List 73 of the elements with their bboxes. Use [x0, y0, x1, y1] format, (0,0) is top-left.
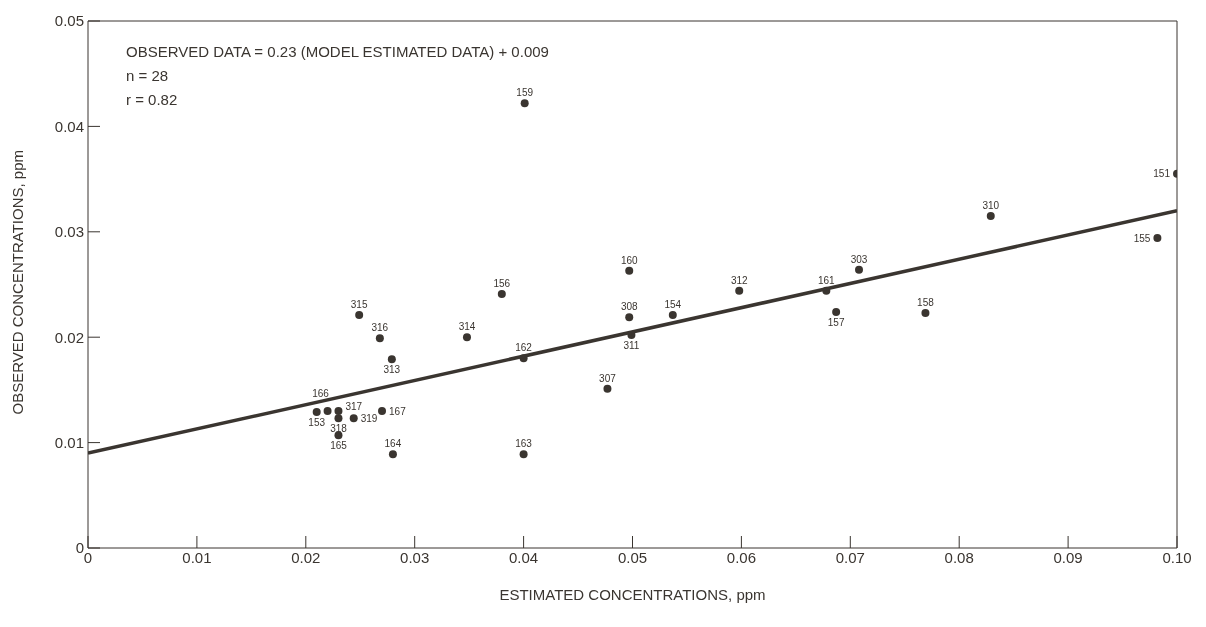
annotation: 163 [515, 438, 533, 450]
annotation: 310 [982, 199, 1000, 211]
annotation: 158 [917, 296, 935, 308]
annotation: 151 [1153, 168, 1171, 180]
point [832, 307, 841, 316]
annotation: 313 [383, 364, 401, 376]
annotation: 154 [664, 299, 682, 311]
x-tick-label: 0.07 [835, 548, 865, 566]
point [355, 311, 364, 320]
point [855, 265, 864, 274]
x-tick-label: 0.05 [617, 548, 648, 566]
annotation: 167 [389, 405, 407, 417]
point [387, 355, 396, 364]
point [334, 414, 343, 423]
annotation: 153 [308, 417, 326, 429]
annotation: 160 [620, 254, 639, 266]
y-tick-label: 0.02 [54, 328, 84, 346]
annotation: 307 [599, 372, 617, 384]
y-tick-label: 0.01 [54, 433, 84, 451]
annotation: 319 [360, 412, 378, 424]
point [375, 334, 384, 343]
annotation: 318 [330, 423, 348, 435]
x-axis-title: ESTIMATED CONCENTRATIONS, ppm [499, 586, 766, 603]
x-tick-label: 0.04 [509, 548, 539, 566]
annotation: 317 [345, 400, 363, 412]
point [323, 406, 332, 415]
point [462, 333, 471, 342]
annotation: 155 [1133, 232, 1151, 244]
point [388, 450, 397, 459]
annotation: 312 [730, 274, 748, 286]
point [625, 313, 634, 322]
point [519, 450, 528, 459]
x-tick-label: 0.01 [182, 548, 212, 566]
x-tick-label: 0.10 [1162, 548, 1192, 566]
point [497, 289, 506, 298]
point [378, 406, 387, 415]
point [603, 384, 612, 393]
x-tick-label: 0.02 [291, 548, 321, 566]
annotation: 165 [330, 440, 348, 452]
annotation: 161 [818, 274, 836, 286]
x-tick-label: 0.09 [1053, 548, 1083, 566]
point [921, 308, 930, 317]
annotation: 162 [515, 342, 533, 354]
point [1153, 234, 1162, 243]
y-tick-label: 0.03 [54, 223, 84, 241]
x-tick-label: 0.06 [726, 548, 756, 566]
annotation: n = 28 [126, 66, 170, 86]
point [625, 266, 634, 275]
point [735, 286, 744, 295]
annotation: r = 0.82 [126, 91, 178, 108]
y-tick-label: 0.04 [54, 117, 84, 135]
point [334, 406, 343, 415]
annotation: 316 [371, 322, 389, 334]
annotation: 164 [384, 438, 402, 450]
annotation: 166 [312, 387, 330, 399]
point [349, 414, 358, 423]
annotation: 159 [516, 87, 534, 99]
x-tick-label: 0.03 [400, 548, 430, 566]
y-tick-label: 0.05 [54, 12, 84, 30]
x-tick-label: 0.08 [944, 548, 974, 566]
annotation: 156 [493, 277, 511, 289]
annotation: 303 [850, 253, 868, 265]
annotation: 314 [458, 321, 476, 333]
annotation: 157 [827, 317, 845, 328]
point [520, 99, 529, 108]
annotation: 308 [620, 301, 639, 313]
point [312, 408, 321, 417]
annotation: 311 [623, 340, 640, 352]
y-axis-title: OBSERVED CONCENTRATIONS, ppm [9, 150, 27, 415]
point [986, 211, 995, 220]
annotation: OBSERVED DATA = 0.23 (MODEL ESTIMATED DATA) + 0.009 [126, 42, 549, 62]
point [668, 311, 677, 320]
annotation: 315 [350, 299, 368, 311]
